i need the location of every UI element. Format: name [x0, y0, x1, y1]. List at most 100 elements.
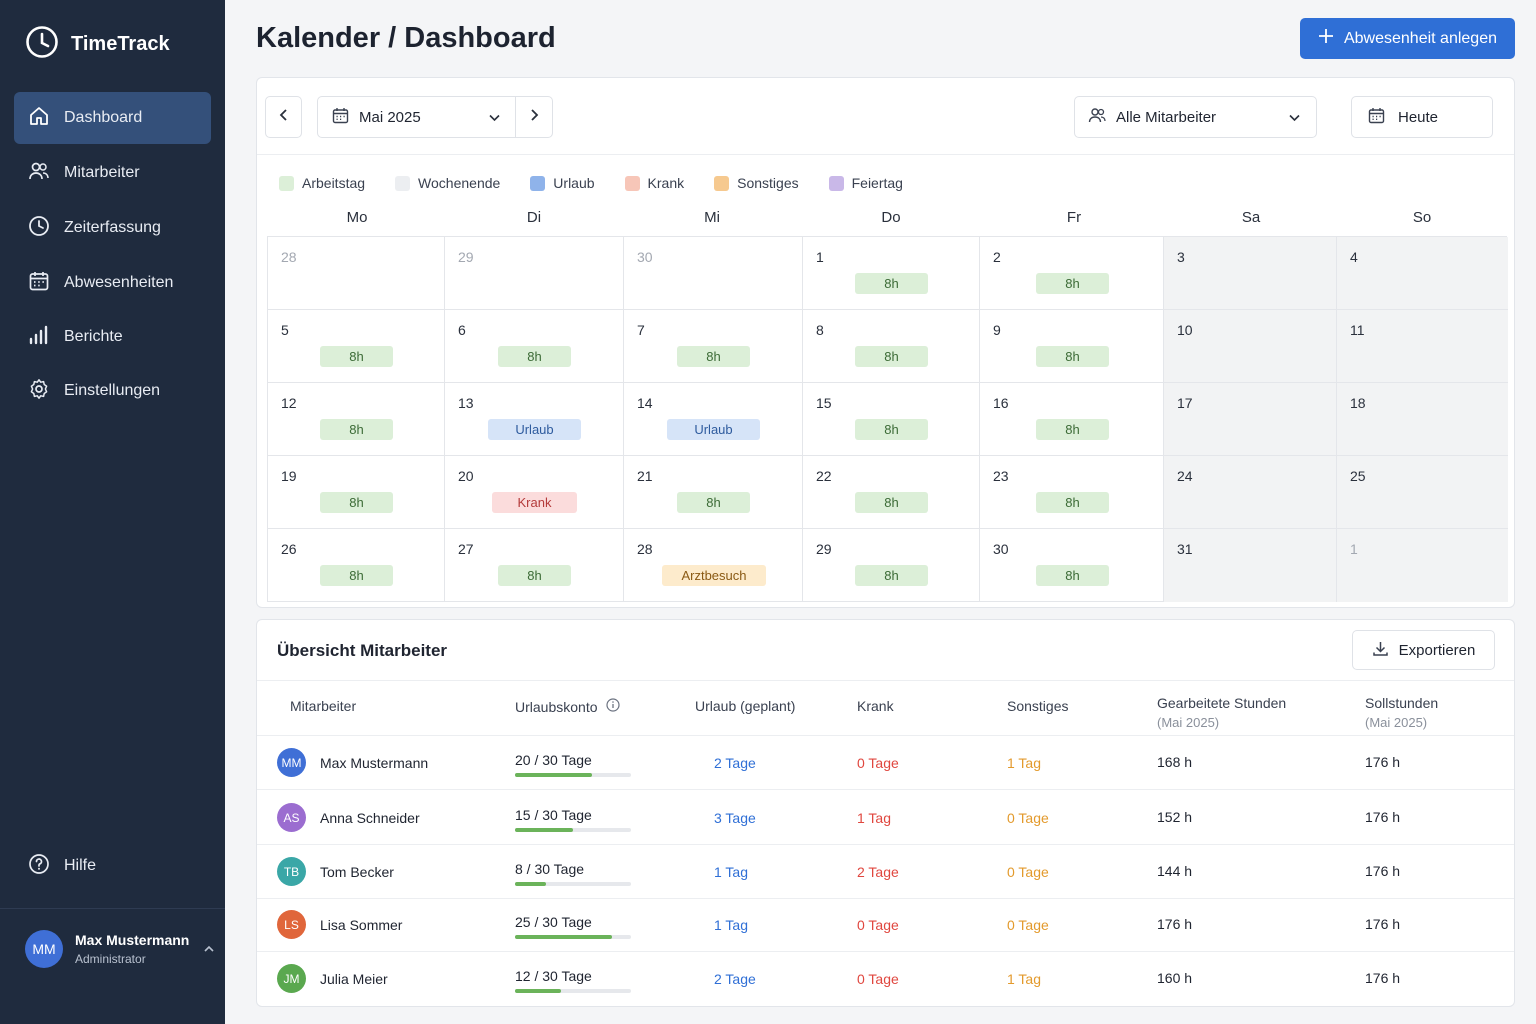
sick-value[interactable]: 1 Tag: [857, 810, 891, 826]
calendar-entry-sick[interactable]: Krank: [492, 492, 577, 513]
vacation-planned-value[interactable]: 2 Tage: [714, 971, 756, 987]
calendar-day-cell[interactable]: 30 8h: [980, 529, 1164, 602]
calendar-day-cell[interactable]: 28 Arztbesuch: [624, 529, 803, 602]
calendar-day-cell[interactable]: 6 8h: [445, 310, 624, 383]
vacation-planned-value[interactable]: 1 Tag: [714, 864, 748, 880]
calendar-day-cell[interactable]: 5 8h: [268, 310, 445, 383]
sidebar-item-abwesenheiten[interactable]: Abwesenheiten: [14, 257, 211, 309]
employee-name[interactable]: Lisa Sommer: [320, 917, 403, 933]
calendar-day-cell[interactable]: 15 8h: [803, 383, 980, 456]
table-row[interactable]: MM Max Mustermann 20 / 30 Tage 2 Tage 0 Tage…: [257, 736, 1514, 790]
calendar-entry-vac[interactable]: Urlaub: [488, 419, 581, 440]
calendar-entry-work[interactable]: 8h: [855, 492, 928, 513]
calendar-day-cell[interactable]: 21 8h: [624, 456, 803, 529]
sidebar-item-dashboard[interactable]: Dashboard: [14, 92, 211, 144]
prev-month-button[interactable]: [265, 96, 302, 138]
calendar-day-cell[interactable]: 28: [268, 237, 445, 310]
vacation-planned-value[interactable]: 1 Tag: [714, 917, 748, 933]
employee-filter-select[interactable]: Alle Mitarbeiter: [1074, 96, 1317, 138]
calendar-day-cell[interactable]: 1 8h: [803, 237, 980, 310]
employee-name[interactable]: Max Mustermann: [320, 755, 429, 771]
calendar-entry-work[interactable]: 8h: [1036, 419, 1109, 440]
sidebar-item-mitarbeiter[interactable]: Mitarbeiter: [14, 147, 211, 199]
table-row[interactable]: JM Julia Meier 12 / 30 Tage 2 Tage 0 Tage 1 T…: [257, 952, 1514, 1006]
calendar-day-cell[interactable]: 13 Urlaub: [445, 383, 624, 456]
table-row[interactable]: AS Anna Schneider 15 / 30 Tage 3 Tage 1 Tag 0…: [257, 791, 1514, 845]
calendar-entry-work[interactable]: 8h: [320, 346, 393, 367]
employee-name[interactable]: Tom Becker: [320, 864, 394, 880]
calendar-day-cell[interactable]: 4: [1337, 237, 1508, 310]
user-name: Max Mustermann: [75, 932, 190, 948]
sidebar-item-berichte[interactable]: Berichte: [14, 311, 211, 363]
calendar-entry-work[interactable]: 8h: [320, 492, 393, 513]
info-icon[interactable]: [605, 698, 620, 715]
calendar-entry-work[interactable]: 8h: [1036, 346, 1109, 367]
other-value[interactable]: 0 Tage: [1007, 810, 1049, 826]
calendar-entry-work[interactable]: 8h: [320, 419, 393, 440]
calendar-day-cell[interactable]: 31: [1164, 529, 1337, 602]
table-row[interactable]: TB Tom Becker 8 / 30 Tage 1 Tag 2 Tage 0 Tage…: [257, 845, 1514, 899]
calendar-day-cell[interactable]: 27 8h: [445, 529, 624, 602]
user-menu[interactable]: MM Max Mustermann Administrator: [25, 928, 215, 970]
other-value[interactable]: 1 Tag: [1007, 755, 1041, 771]
calendar-day-cell[interactable]: 14 Urlaub: [624, 383, 803, 456]
calendar-entry-work[interactable]: 8h: [855, 419, 928, 440]
sick-value[interactable]: 0 Tage: [857, 755, 899, 771]
calendar-day-cell[interactable]: 12 8h: [268, 383, 445, 456]
calendar-day-cell[interactable]: 8 8h: [803, 310, 980, 383]
calendar-entry-work[interactable]: 8h: [1036, 492, 1109, 513]
calendar-day-cell[interactable]: 2 8h: [980, 237, 1164, 310]
calendar-day-cell[interactable]: 22 8h: [803, 456, 980, 529]
sidebar-item-einstellungen[interactable]: Einstellungen: [14, 365, 211, 417]
other-value[interactable]: 0 Tage: [1007, 917, 1049, 933]
calendar-entry-work[interactable]: 8h: [1036, 565, 1109, 586]
calendar-entry-other[interactable]: Arztbesuch: [662, 565, 766, 586]
calendar-entry-work[interactable]: 8h: [677, 346, 750, 367]
app-brand[interactable]: TimeTrack: [25, 25, 170, 64]
calendar-day-cell[interactable]: 26 8h: [268, 529, 445, 602]
employee-name[interactable]: Julia Meier: [320, 971, 388, 987]
export-button[interactable]: Exportieren: [1352, 630, 1495, 670]
other-value[interactable]: 1 Tag: [1007, 971, 1041, 987]
month-select[interactable]: Mai 2025: [317, 96, 516, 138]
calendar-day-cell[interactable]: 30: [624, 237, 803, 310]
vacation-planned-value[interactable]: 3 Tage: [714, 810, 756, 826]
employee-name[interactable]: Anna Schneider: [320, 810, 420, 826]
calendar-day-cell[interactable]: 29: [445, 237, 624, 310]
next-month-button[interactable]: [515, 96, 553, 138]
calendar-day-cell[interactable]: 10: [1164, 310, 1337, 383]
sick-value[interactable]: 0 Tage: [857, 971, 899, 987]
calendar-day-cell[interactable]: 3: [1164, 237, 1337, 310]
table-row[interactable]: LS Lisa Sommer 25 / 30 Tage 1 Tag 0 Tage 0 Ta…: [257, 898, 1514, 952]
calendar-entry-work[interactable]: 8h: [320, 565, 393, 586]
calendar-day-cell[interactable]: 9 8h: [980, 310, 1164, 383]
calendar-day-cell[interactable]: 18: [1337, 383, 1508, 456]
sick-value[interactable]: 0 Tage: [857, 917, 899, 933]
vacation-planned-value[interactable]: 2 Tage: [714, 755, 756, 771]
calendar-day-cell[interactable]: 20 Krank: [445, 456, 624, 529]
calendar-day-cell[interactable]: 1: [1337, 529, 1508, 602]
calendar-day-cell[interactable]: 11: [1337, 310, 1508, 383]
calendar-day-cell[interactable]: 24: [1164, 456, 1337, 529]
sidebar-item-zeiterfassung[interactable]: Zeiterfassung: [14, 202, 211, 254]
calendar-day-cell[interactable]: 29 8h: [803, 529, 980, 602]
calendar-entry-work[interactable]: 8h: [498, 346, 571, 367]
calendar-day-cell[interactable]: 23 8h: [980, 456, 1164, 529]
calendar-day-cell[interactable]: 16 8h: [980, 383, 1164, 456]
calendar-entry-work[interactable]: 8h: [855, 346, 928, 367]
calendar-entry-vac[interactable]: Urlaub: [667, 419, 760, 440]
add-absence-button[interactable]: Abwesenheit anlegen: [1300, 18, 1515, 59]
calendar-entry-work[interactable]: 8h: [855, 565, 928, 586]
calendar-entry-work[interactable]: 8h: [1036, 273, 1109, 294]
calendar-entry-work[interactable]: 8h: [855, 273, 928, 294]
calendar-day-cell[interactable]: 25: [1337, 456, 1508, 529]
calendar-day-cell[interactable]: 17: [1164, 383, 1337, 456]
sick-value[interactable]: 2 Tage: [857, 864, 899, 880]
other-value[interactable]: 0 Tage: [1007, 864, 1049, 880]
sidebar-item-hilfe[interactable]: Hilfe: [14, 840, 211, 892]
calendar-entry-work[interactable]: 8h: [498, 565, 571, 586]
calendar-entry-work[interactable]: 8h: [677, 492, 750, 513]
today-button[interactable]: Heute: [1351, 96, 1493, 138]
calendar-day-cell[interactable]: 7 8h: [624, 310, 803, 383]
calendar-day-cell[interactable]: 19 8h: [268, 456, 445, 529]
